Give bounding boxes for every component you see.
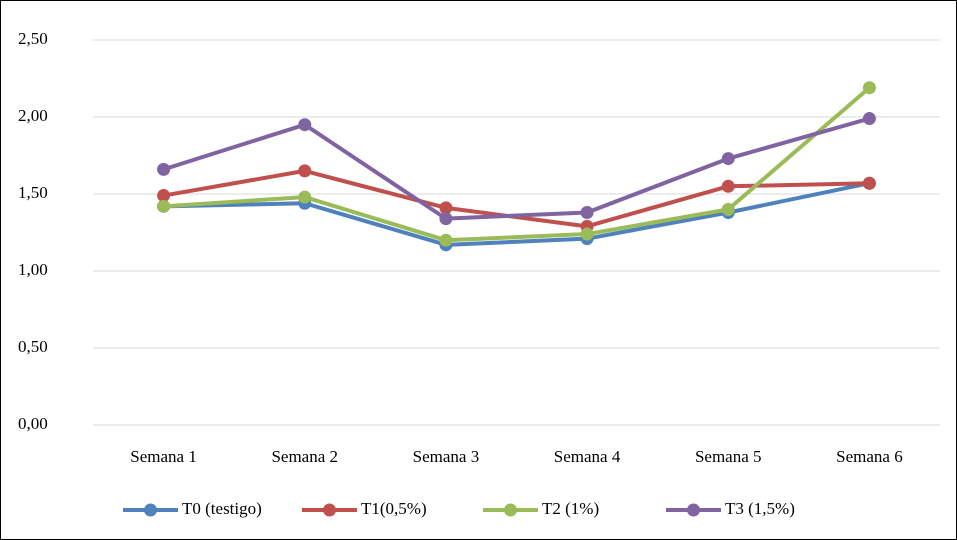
series-marker [721,202,735,216]
series-marker [298,164,312,178]
x-tick-label: Semana 4 [554,447,621,466]
series-marker [862,112,876,126]
legend-label: T1(0,5%) [361,499,427,518]
x-tick-label: Semana 2 [271,447,338,466]
series-marker [721,179,735,193]
series-marker [580,227,594,241]
series-marker [439,201,453,215]
x-tick-label: Semana 3 [413,447,480,466]
x-tick-label: Semana 6 [836,447,903,466]
y-tick-label: 2,50 [18,29,48,48]
series-marker [580,205,594,219]
series-marker [721,152,735,166]
series-marker [439,212,453,226]
legend-marker [323,503,336,517]
y-tick-label: 1,00 [18,260,48,279]
y-tick-label: 0,50 [18,337,48,356]
x-tick-label: Semana 1 [130,447,197,466]
y-tick-label: 2,00 [18,106,48,125]
legend-marker [504,503,517,517]
series-marker [439,233,453,247]
legend-label: T3 (1,5%) [725,499,795,518]
legend-marker [144,503,157,517]
y-tick-label: 0,00 [18,414,48,433]
y-tick-label: 1,50 [18,183,48,202]
series-marker [157,199,171,213]
series-line [163,86,871,243]
series-marker [157,189,171,203]
series-line [162,116,870,221]
series-marker [862,81,876,95]
legend-marker [687,503,700,517]
legend-label: T0 (testigo) [182,499,262,518]
x-tick-label: Semana 5 [695,447,762,466]
series-marker [157,162,171,176]
series-marker [862,176,876,190]
series-marker [298,190,312,204]
series-line [163,181,870,247]
series-marker [298,118,312,132]
legend-label: T2 (1%) [542,499,599,518]
